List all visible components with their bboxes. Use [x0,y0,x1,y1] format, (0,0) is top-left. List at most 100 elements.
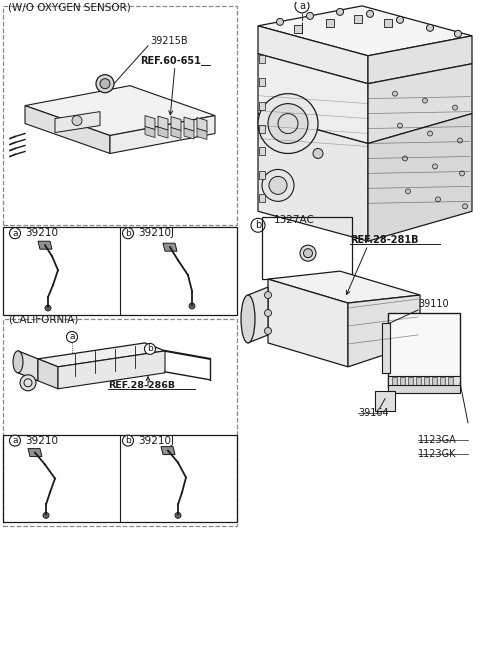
Polygon shape [38,241,52,249]
Circle shape [264,291,272,299]
Text: a: a [12,229,18,238]
Polygon shape [38,359,58,389]
Polygon shape [25,85,215,136]
Bar [326,19,334,27]
Text: 1123GK: 1123GK [418,449,456,458]
Text: 39210J: 39210J [138,228,174,238]
Polygon shape [258,53,368,143]
Text: 39110: 39110 [418,299,449,309]
Circle shape [393,91,397,96]
Bar [440,377,445,387]
Circle shape [276,18,284,25]
Bar [259,194,265,202]
Text: b: b [255,220,261,230]
Circle shape [269,177,287,194]
Polygon shape [248,287,268,343]
Polygon shape [268,271,420,303]
Polygon shape [197,128,207,140]
Circle shape [45,305,51,311]
Circle shape [268,104,308,143]
Circle shape [403,156,408,161]
Circle shape [427,24,433,31]
Text: b: b [125,229,131,238]
Bar [294,25,302,33]
Text: b: b [125,436,131,445]
Polygon shape [348,295,420,367]
Text: REF.60-651: REF.60-651 [140,55,201,66]
Circle shape [459,171,465,176]
Text: (CALIFORNIA): (CALIFORNIA) [8,315,78,325]
Polygon shape [388,385,460,393]
Polygon shape [145,115,155,130]
Circle shape [406,189,410,194]
Polygon shape [28,449,42,456]
Text: 39164: 39164 [358,408,389,418]
Polygon shape [58,351,165,389]
Text: a: a [69,333,75,342]
Polygon shape [38,343,165,367]
Circle shape [258,94,318,153]
Bar [259,102,265,110]
Polygon shape [184,117,194,131]
Bar [382,323,390,373]
Bar [259,125,265,132]
Text: 39210: 39210 [25,436,58,445]
Bar [259,171,265,179]
Circle shape [367,10,373,18]
Circle shape [96,75,114,93]
Text: 39215B: 39215B [150,36,188,46]
Circle shape [396,16,404,23]
Text: 1327AC: 1327AC [274,215,315,226]
Circle shape [72,115,82,126]
Bar [354,15,362,23]
Polygon shape [268,279,348,367]
Circle shape [307,12,313,20]
Circle shape [303,248,312,258]
Polygon shape [184,128,194,139]
Circle shape [100,79,110,89]
Bar [432,377,437,387]
Polygon shape [258,26,368,83]
Circle shape [10,228,21,239]
Text: 39210J: 39210J [138,436,174,445]
Circle shape [122,435,133,446]
Polygon shape [258,113,368,241]
Polygon shape [258,6,472,56]
Circle shape [295,0,309,13]
Circle shape [300,245,316,261]
Polygon shape [145,126,155,138]
Circle shape [453,105,457,110]
Polygon shape [197,117,207,132]
Circle shape [455,31,461,37]
Bar [259,78,265,85]
Bar [408,377,413,387]
Polygon shape [368,64,472,143]
Circle shape [10,435,21,446]
Text: a: a [12,436,18,445]
Bar [416,377,421,387]
Polygon shape [375,391,395,411]
Circle shape [251,218,265,232]
Circle shape [336,8,344,16]
Circle shape [67,331,77,342]
Text: REF.28-286B: REF.28-286B [108,381,175,390]
Circle shape [435,197,441,202]
Circle shape [422,98,428,103]
Bar [392,377,397,387]
Bar [400,377,405,387]
Polygon shape [161,447,175,454]
Polygon shape [368,113,472,241]
Circle shape [397,123,403,128]
Polygon shape [368,36,472,83]
Polygon shape [158,127,168,138]
Bar [448,377,453,387]
Circle shape [432,164,437,169]
Polygon shape [171,117,181,130]
Circle shape [175,512,181,518]
Text: REF.28-281B: REF.28-281B [350,235,419,245]
Circle shape [428,131,432,136]
Text: (W/O OXYGEN SENSOR): (W/O OXYGEN SENSOR) [8,3,131,13]
Polygon shape [18,351,38,381]
Circle shape [20,375,36,391]
Text: b: b [147,344,153,353]
